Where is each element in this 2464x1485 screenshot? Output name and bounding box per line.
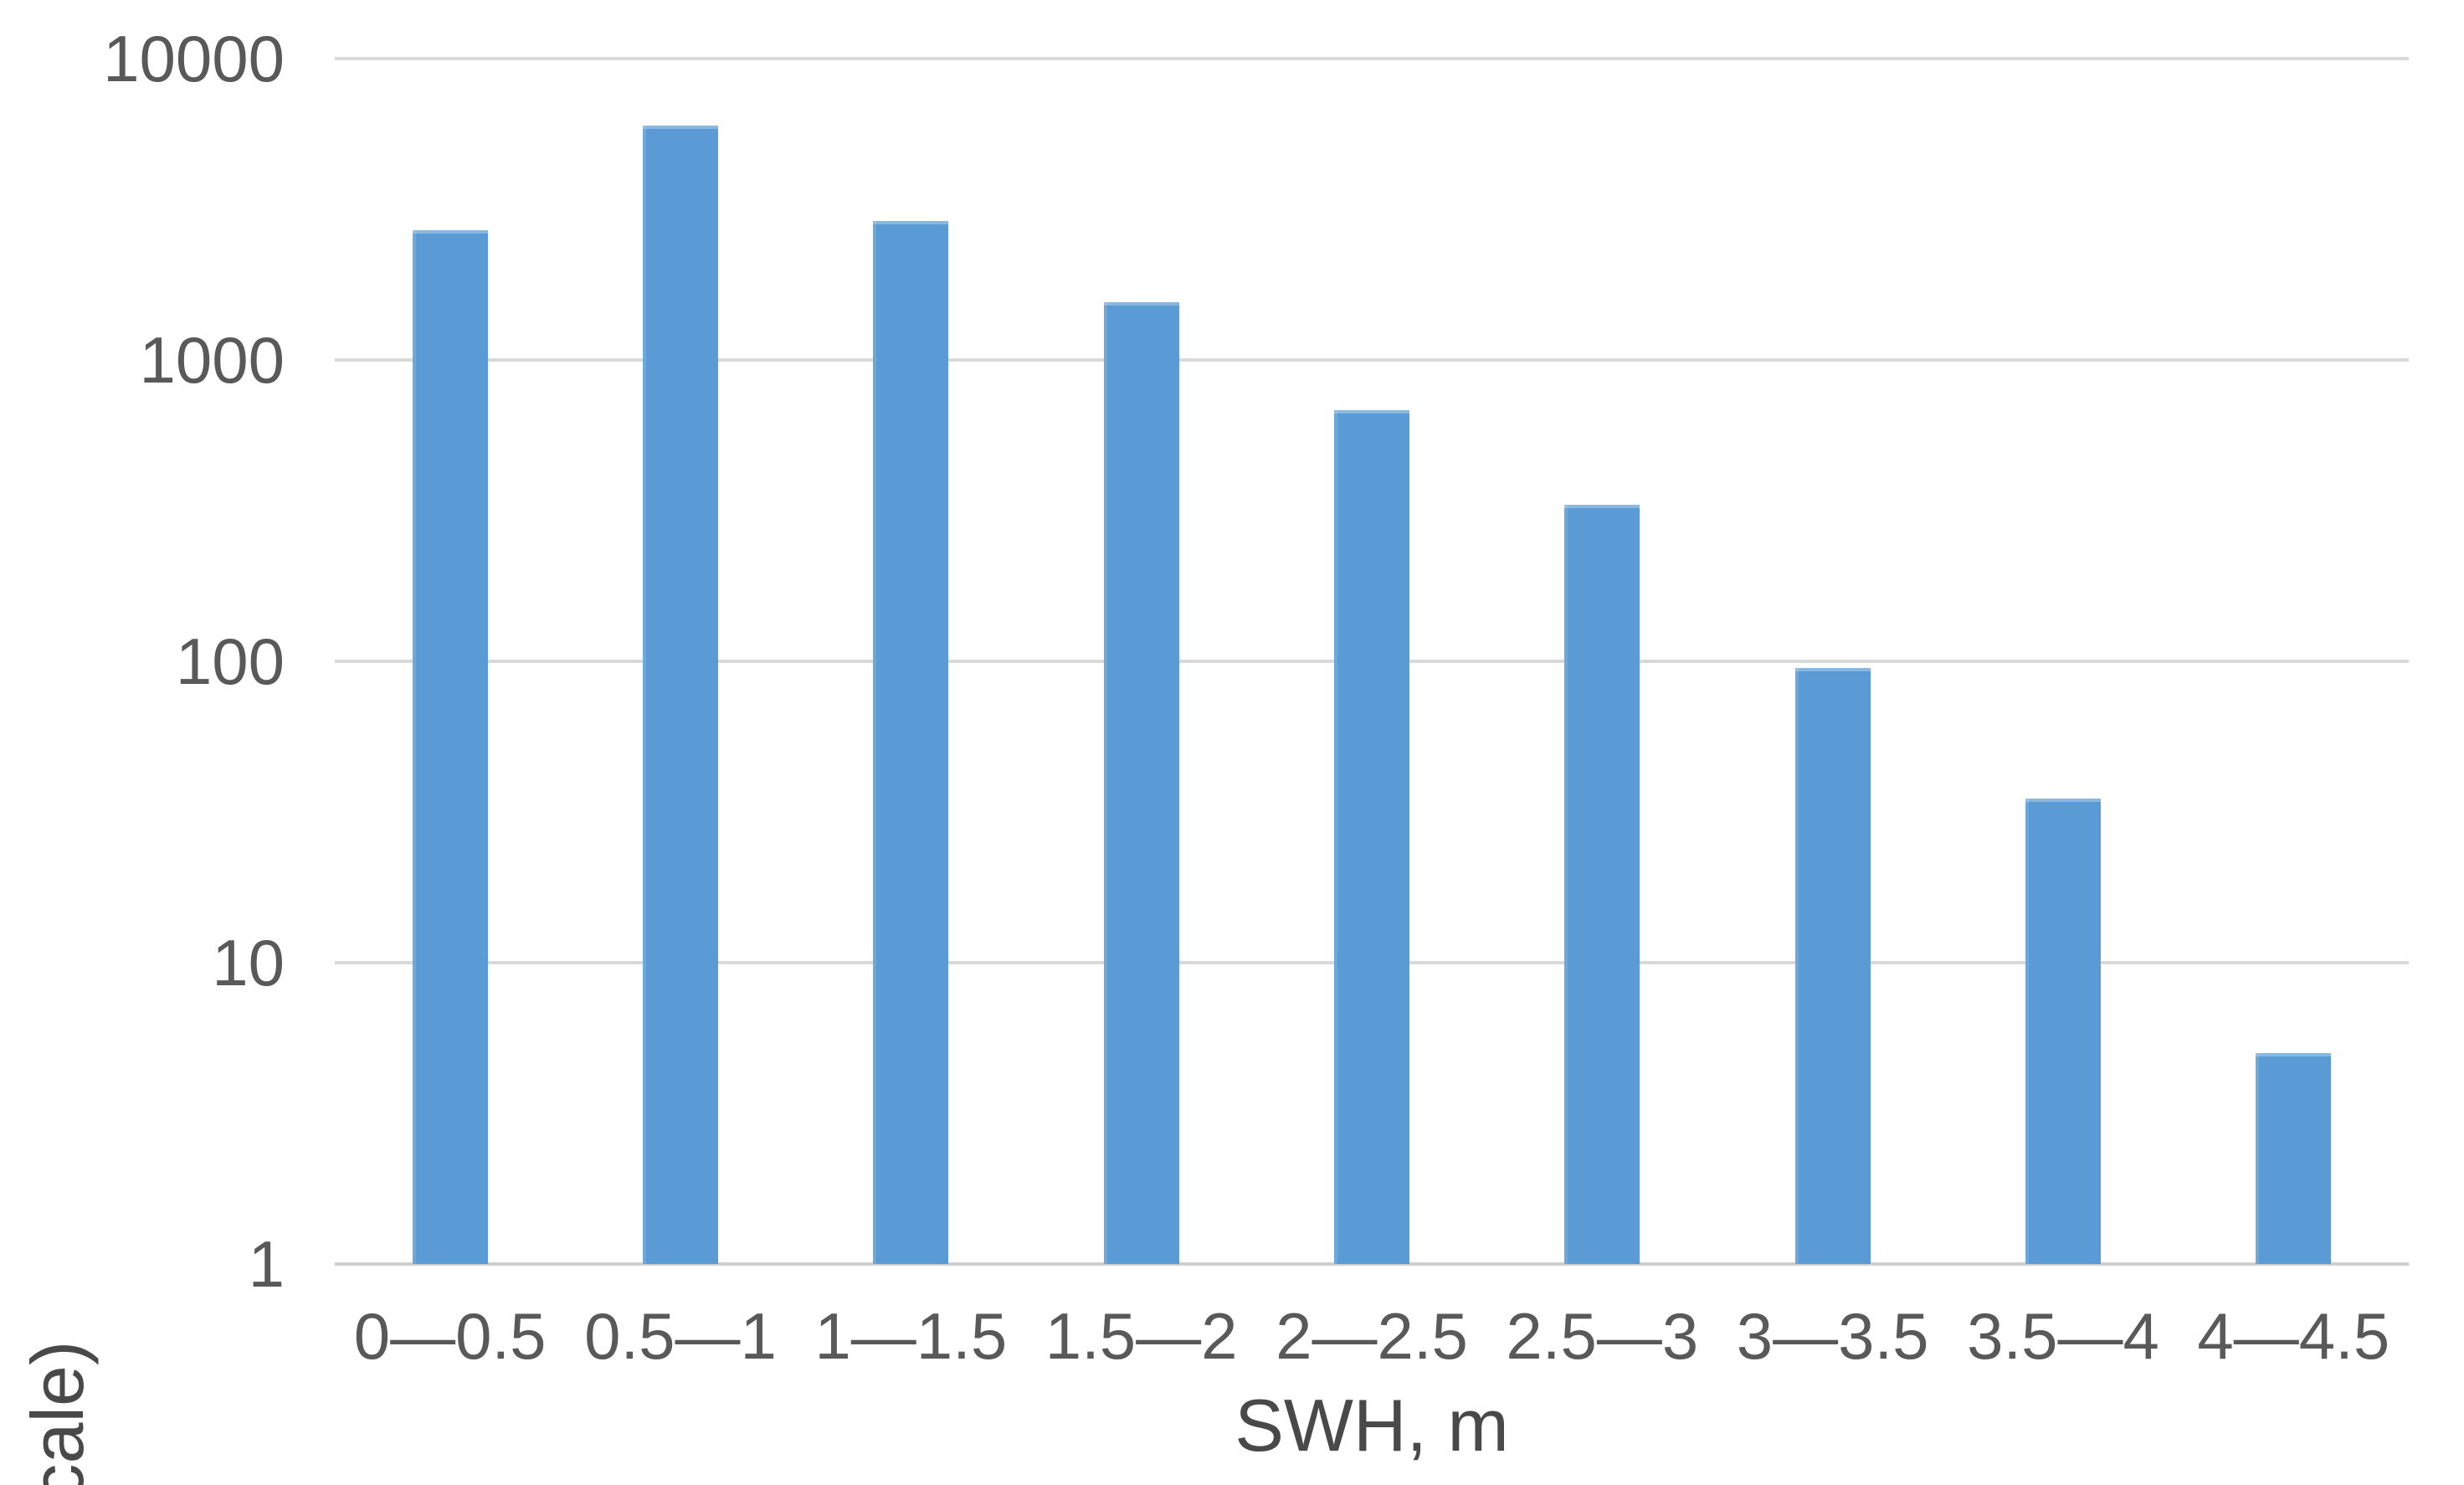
bar-0—0.5 [412, 229, 488, 1264]
bar-3—3.5 [1794, 668, 1871, 1264]
plot-area [335, 57, 2409, 1266]
x-tick-label-1.5—2: 1.5—2 [1045, 1299, 1238, 1373]
bar-3.5—4 [2025, 799, 2101, 1264]
y-tick-label-1000: 1000 [139, 323, 285, 397]
x-axis-title: SWH, m [1235, 1384, 1509, 1467]
x-tick-label-4—4.5: 4—4.5 [2197, 1299, 2390, 1373]
bar-4—4.5 [2256, 1053, 2332, 1264]
gridline-1 [335, 1262, 2409, 1266]
bar-0.5—1 [643, 125, 718, 1264]
y-tick-label-10: 10 [212, 926, 285, 999]
x-tick-label-1—1.5: 1—1.5 [814, 1299, 1008, 1373]
y-tick-label-100: 100 [175, 624, 285, 698]
x-tick-label-2.5—3: 2.5—3 [1506, 1299, 1699, 1373]
y-tick-label-1: 1 [248, 1227, 285, 1301]
gridline-10000 [335, 57, 2409, 60]
x-tick-label-0—0.5: 0—0.5 [353, 1299, 547, 1373]
x-tick-label-0.5—1: 0.5—1 [584, 1299, 777, 1373]
x-tick-label-2—2.5: 2—2.5 [1276, 1299, 1468, 1373]
y-tick-label-10000: 10000 [103, 22, 285, 95]
x-tick-label-3.5—4: 3.5—4 [1967, 1299, 2159, 1373]
bar-1—1.5 [873, 220, 949, 1264]
y-axis-title: number of cases (logarithmic scale) [15, 1341, 100, 1485]
bar-2—2.5 [1334, 410, 1409, 1264]
bar-2.5—3 [1564, 505, 1640, 1264]
bar-1.5—2 [1103, 302, 1179, 1264]
x-tick-label-3—3.5: 3—3.5 [1736, 1299, 1929, 1373]
gridline-1000 [335, 358, 2409, 362]
